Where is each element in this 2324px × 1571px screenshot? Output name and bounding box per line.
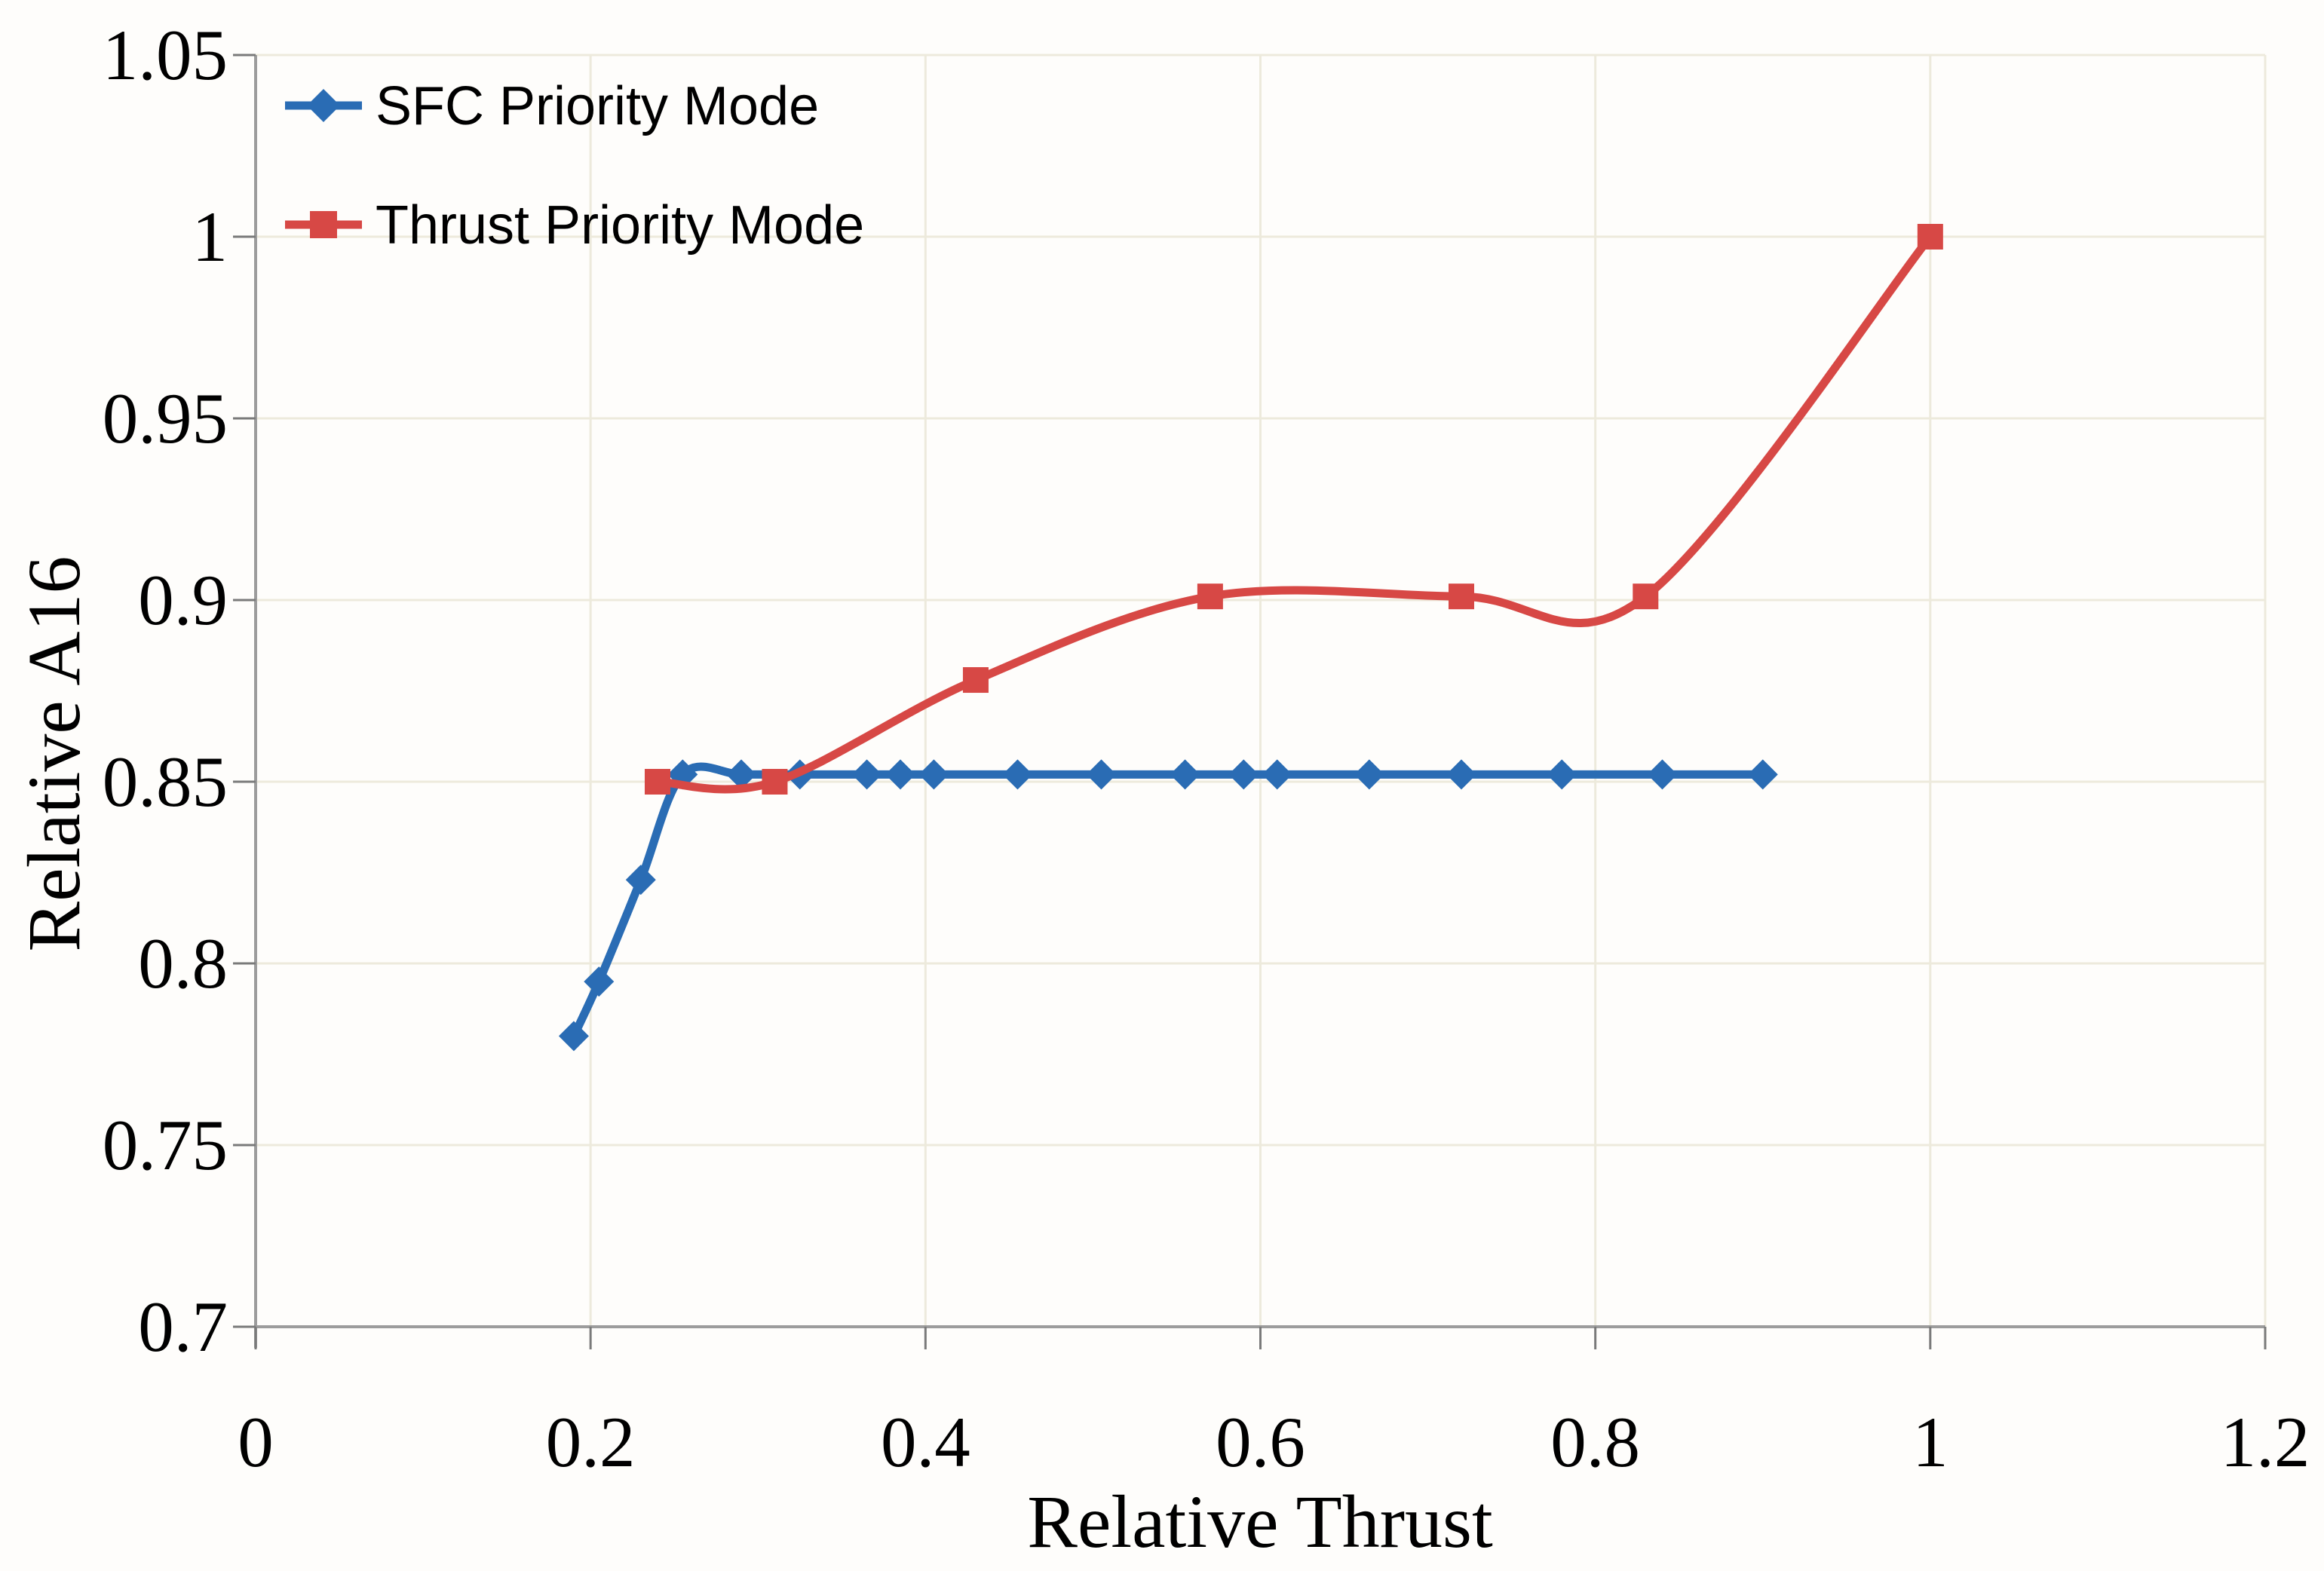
y-tick-label: 1.05 (103, 15, 228, 95)
x-tick-label: 0.2 (546, 1402, 636, 1482)
y-tick-label: 1 (192, 197, 228, 277)
x-tick-label: 0.8 (1550, 1402, 1640, 1482)
series-1 (645, 224, 1943, 795)
data-point-diamond (1647, 759, 1678, 790)
legend-label: Thrust Priority Mode (376, 195, 864, 256)
x-tick-label: 1 (1912, 1402, 1948, 1482)
data-point-diamond (1354, 759, 1384, 790)
series-line-0 (569, 762, 1768, 1040)
legend-label: SFC Priority Mode (376, 76, 819, 136)
legend: SFC Priority Mode Thrust Priority Mode (285, 76, 864, 256)
data-point-diamond (1170, 759, 1200, 790)
legend-entry-0: SFC Priority Mode (285, 76, 819, 136)
data-point-diamond (1228, 759, 1259, 790)
data-point-diamond (726, 759, 757, 790)
y-tick-label: 0.95 (103, 378, 228, 458)
data-point-diamond (1446, 759, 1476, 790)
series-line-1 (653, 232, 1935, 794)
legend-square-marker (310, 211, 337, 238)
data-point-diamond (885, 759, 916, 790)
y-tick-label: 0.9 (138, 560, 228, 640)
axes: 0 0.2 0.4 0.6 0.8 1 1.2 0.7 0.75 0.8 0.85 0.9 0.95 1 1… (103, 15, 2310, 1482)
data-point-square (1633, 583, 1659, 610)
legend-diamond-marker (307, 89, 340, 122)
x-tick-label: 0 (238, 1402, 274, 1482)
y-tick-label: 0.85 (103, 742, 228, 822)
data-point-diamond (1002, 759, 1033, 790)
data-point-diamond (918, 759, 949, 790)
data-point-diamond (558, 1021, 589, 1052)
data-point-square (1917, 224, 1943, 250)
data-point-diamond (1747, 759, 1778, 790)
data-point-square (762, 769, 788, 795)
data-point-diamond (1262, 759, 1292, 790)
data-point-square (1449, 583, 1474, 610)
gridlines (256, 54, 2267, 1327)
x-axis-title: Relative Thrust (1027, 1480, 1493, 1563)
series-lines (558, 224, 1943, 1052)
x-tick-label: 0.4 (881, 1402, 970, 1482)
y-tick-label: 0.8 (138, 923, 228, 1003)
x-tick-label: 0.6 (1216, 1402, 1305, 1482)
y-axis-title: Relative A16 (12, 556, 96, 952)
legend-entry-1: Thrust Priority Mode (285, 195, 864, 256)
data-point-diamond (625, 865, 656, 896)
data-point-square (962, 667, 989, 694)
data-point-diamond (1086, 759, 1117, 790)
data-point-square (1197, 583, 1223, 610)
y-tick-label: 0.7 (138, 1287, 228, 1367)
data-point-diamond (584, 966, 615, 997)
data-point-diamond (851, 759, 882, 790)
data-point-square (645, 769, 670, 795)
y-tick-label: 0.75 (103, 1105, 228, 1185)
x-tick-label: 1.2 (2221, 1402, 2310, 1482)
data-point-diamond (1547, 759, 1577, 790)
